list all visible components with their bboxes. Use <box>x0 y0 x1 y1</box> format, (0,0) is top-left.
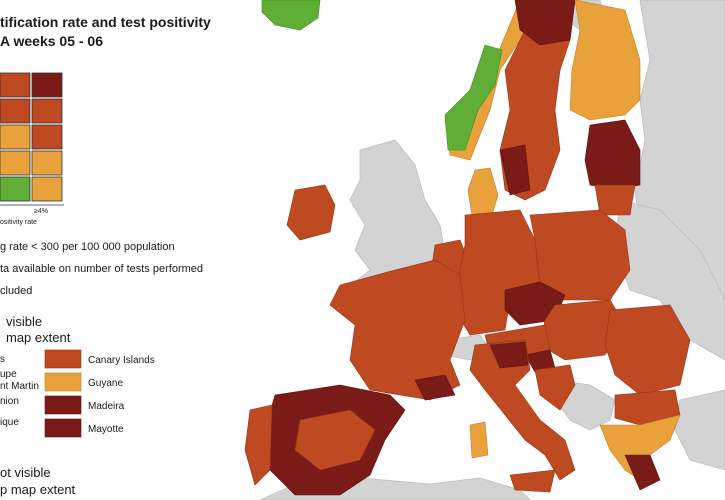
legend-axis-value: ≥4% <box>34 208 48 215</box>
subtitle: A weeks 05 - 06 <box>0 33 103 49</box>
legend-cell <box>31 176 63 202</box>
section-heading: p map extent <box>0 482 76 497</box>
regions <box>244 0 691 496</box>
region-label: upe <box>0 369 17 380</box>
legend-cell <box>0 150 31 176</box>
region-swatch <box>44 418 82 438</box>
portugal <box>244 404 273 486</box>
region-label: Mayotte <box>88 424 124 435</box>
legend-cell <box>31 124 63 150</box>
italy-north <box>489 341 529 369</box>
croatia <box>534 364 576 411</box>
legend-note: cluded <box>0 285 32 297</box>
turkey <box>674 389 725 471</box>
romania <box>604 304 691 396</box>
section-heading: map extent <box>6 330 71 345</box>
section-heading: ot visible <box>0 465 51 480</box>
region-label: nt Martin <box>0 381 39 392</box>
region-label: nion <box>0 396 19 407</box>
ireland <box>286 184 336 241</box>
sardinia <box>469 421 489 459</box>
region-label: Guyane <box>88 378 123 389</box>
spain-central <box>294 409 376 471</box>
germany <box>454 209 541 336</box>
region-label: ique <box>0 417 19 428</box>
region-label: Canary Islands <box>88 355 155 366</box>
legend-note: ta available on number of tests performe… <box>0 263 203 275</box>
title: tification rate and test positivity <box>0 14 211 30</box>
greece-south <box>624 454 661 491</box>
sweden-south <box>499 144 531 196</box>
finland <box>569 0 641 121</box>
section-heading: visible <box>6 314 42 329</box>
legend-cell <box>0 124 31 150</box>
region-label: Madeira <box>88 401 125 412</box>
region-swatch <box>44 372 82 392</box>
region-swatch <box>44 349 82 369</box>
legend-note: g rate < 300 per 100 000 population <box>0 241 175 253</box>
lithuania <box>594 184 636 216</box>
legend-cell <box>31 150 63 176</box>
sicily <box>509 469 556 493</box>
legend-grid <box>0 72 64 206</box>
legend-axis-title: ositivity rate <box>0 219 37 226</box>
iceland <box>261 0 321 31</box>
norway-west <box>444 44 503 151</box>
legend-cell <box>31 98 63 124</box>
region-label: s <box>0 354 5 365</box>
italy <box>469 339 576 481</box>
legend-cell <box>31 72 63 98</box>
region-swatch <box>44 395 82 415</box>
estonia-latvia <box>584 119 641 191</box>
slovakia-hungary <box>539 299 626 361</box>
legend-cell <box>0 72 31 98</box>
france-south <box>414 374 456 401</box>
legend-cell <box>0 98 31 124</box>
sweden-north <box>514 0 576 46</box>
legend-cell <box>0 176 31 202</box>
